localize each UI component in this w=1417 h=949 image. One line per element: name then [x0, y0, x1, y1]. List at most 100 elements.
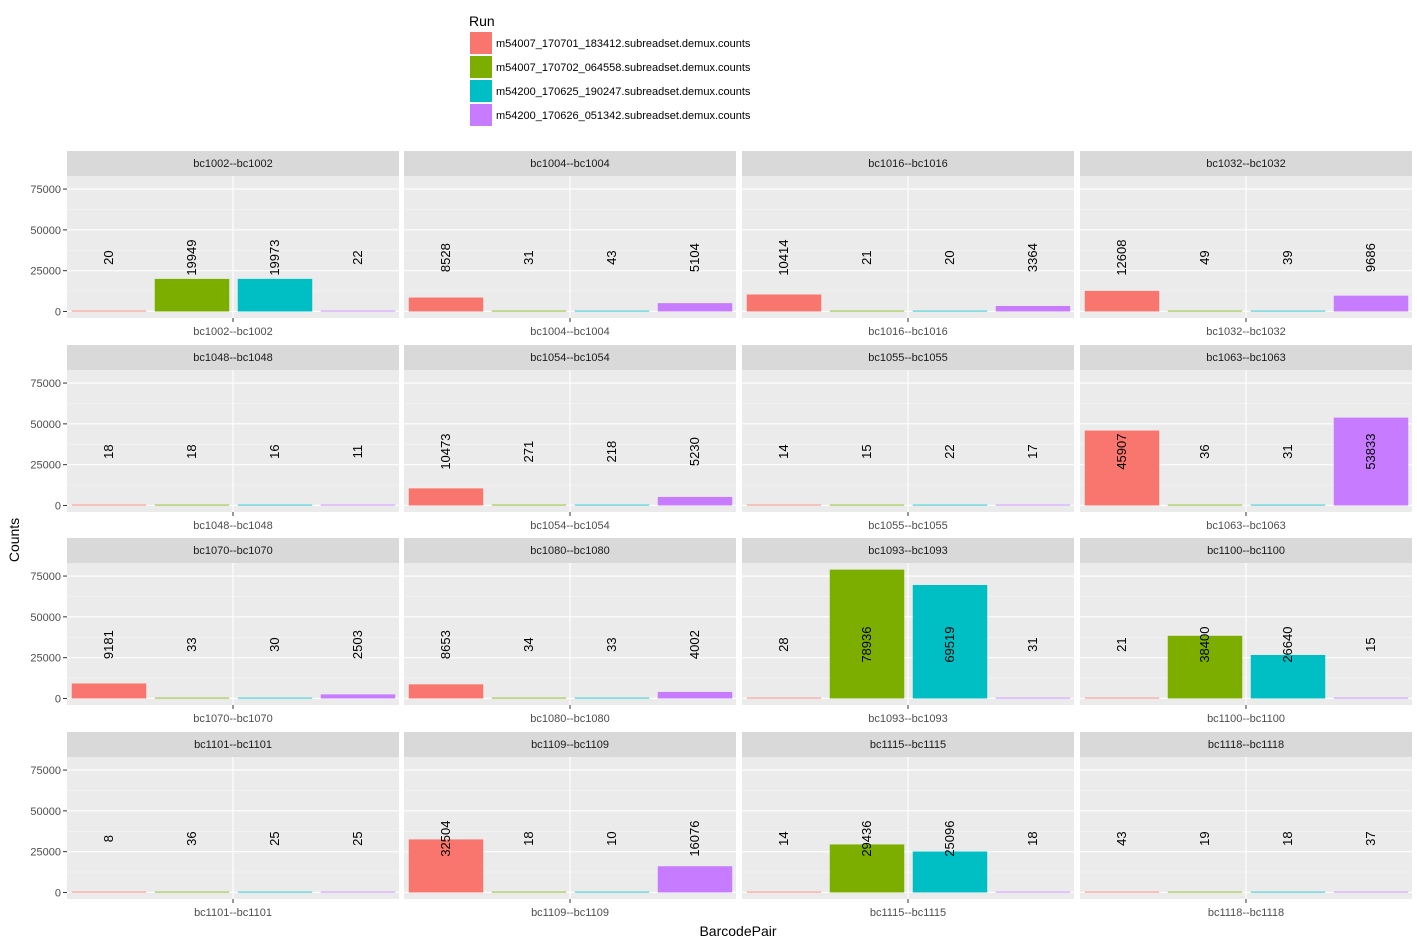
facet-3-bar-4 [995, 305, 1071, 312]
facet-14-value-label-2: 18 [521, 831, 536, 845]
facet-9-bar-1 [71, 683, 147, 699]
facet-7-value-label-4: 17 [1025, 444, 1040, 458]
facet-8-bar-4 [1333, 417, 1409, 506]
facet-13-strip [67, 732, 399, 757]
facet-3-strip-label: bc1016--bc1016 [868, 158, 948, 170]
facet-1-y-tick-label-2: 25000 [30, 266, 61, 278]
facet-1-bar-4 [320, 310, 396, 312]
facet-1-strip [67, 151, 399, 176]
facet-14-value-label-4: 16076 [687, 821, 702, 857]
facet-13-x-tick-label: bc1101--bc1101 [194, 907, 272, 919]
legend-key-2 [470, 56, 492, 78]
facet-13-bar-3 [237, 891, 313, 893]
facet-5-bar-3 [237, 504, 313, 506]
facet-12-value-label-4: 15 [1363, 637, 1378, 651]
legend-label-1: m54007_170701_183412.subreadset.demux.co… [496, 38, 751, 50]
facet-13-strip-label: bc1101--bc1101 [194, 739, 272, 751]
facet-16-value-label-1: 43 [1114, 831, 1129, 845]
facet-12-value-label-2: 38400 [1197, 627, 1212, 663]
facet-2-value-label-2: 31 [521, 250, 536, 264]
facet-1-strip-label: bc1002--bc1002 [193, 158, 273, 170]
facet-16-bar-2 [1167, 891, 1243, 893]
facet-3-strip [742, 151, 1074, 176]
facet-13-y-tick-label-1: 0 [55, 887, 61, 899]
facet-13-y-tick-label-2: 25000 [30, 847, 61, 859]
facet-8-value-label-4: 53833 [1363, 434, 1378, 470]
facet-9-bar-3 [237, 697, 313, 699]
facet-2-bar-2 [491, 310, 567, 312]
facet-1-value-label-4: 22 [350, 250, 365, 264]
facet-4-value-label-4: 9686 [1363, 243, 1378, 272]
facet-9-strip [67, 538, 399, 563]
facet-9-x-tick-label: bc1070--bc1070 [193, 713, 273, 725]
facet-10-value-label-1: 8653 [438, 630, 453, 659]
facet-14-bar-2 [491, 891, 567, 893]
facet-5-x-tick-label: bc1048--bc1048 [193, 520, 273, 532]
facet-3-x-tick-label: bc1016--bc1016 [868, 326, 948, 338]
facet-12-value-label-3: 26640 [1280, 627, 1295, 663]
facet-1-bar-2 [154, 278, 230, 312]
facet-7-value-label-3: 22 [942, 444, 957, 458]
facet-12-x-tick-label: bc1100--bc1100 [1207, 713, 1285, 725]
facet-14-bar-1 [408, 839, 484, 893]
facet-8-bar-2 [1167, 504, 1243, 506]
facet-7-bar-1 [746, 504, 822, 506]
facet-6-value-label-2: 271 [521, 441, 536, 463]
facet-4-value-label-3: 39 [1280, 250, 1295, 264]
facet-6-bar-2 [491, 504, 567, 506]
facet-1-y-tick-label-3: 50000 [30, 225, 61, 237]
facet-11-value-label-1: 28 [776, 637, 791, 651]
facet-2-bar-3 [574, 310, 650, 312]
facet-5-y-tick-label-3: 50000 [30, 419, 61, 431]
facet-1-bar-1 [71, 310, 147, 312]
facet-5-strip [67, 345, 399, 370]
facet-8-strip [1080, 345, 1412, 370]
facet-12-bar-2 [1167, 635, 1243, 699]
facet-10-x-tick-label: bc1080--bc1080 [530, 713, 610, 725]
facet-9-y-tick-label-4: 75000 [30, 571, 61, 583]
facet-2-bar-4 [657, 303, 733, 312]
facet-2-bar-1 [408, 297, 484, 312]
facet-6-x-tick-label: bc1054--bc1054 [530, 520, 610, 532]
facet-10-bar-1 [408, 684, 484, 699]
facet-5-value-label-4: 11 [350, 445, 365, 459]
facet-11-bar-3 [912, 585, 988, 699]
facet-13-y-tick-label-4: 75000 [30, 765, 61, 777]
facet-11-bar-1 [746, 697, 822, 699]
facet-9-value-label-1: 9181 [101, 630, 116, 659]
facet-10-value-label-4: 4002 [687, 630, 702, 659]
facet-15-x-tick-label: bc1115--bc1115 [870, 907, 946, 919]
facet-12-strip-label: bc1100--bc1100 [1207, 545, 1285, 557]
facet-11-value-label-4: 31 [1025, 637, 1040, 651]
facet-14-bar-4 [657, 866, 733, 893]
facet-5-strip-label: bc1048--bc1048 [193, 352, 273, 364]
facet-5-y-tick-label-2: 25000 [30, 460, 61, 472]
facet-11-value-label-2: 78936 [859, 627, 874, 663]
facet-1-value-label-2: 19949 [184, 240, 199, 276]
facet-15-strip [742, 732, 1074, 757]
facet-11-strip-label: bc1093--bc1093 [868, 545, 948, 557]
facet-8-bar-1 [1084, 430, 1160, 506]
facet-3-value-label-1: 10414 [776, 240, 791, 276]
facet-1-value-label-1: 20 [101, 250, 116, 264]
facet-2-x-tick-label: bc1004--bc1004 [530, 326, 610, 338]
facet-4-bar-2 [1167, 310, 1243, 312]
facet-2-strip [404, 151, 736, 176]
facet-11-bar-2 [829, 569, 905, 699]
facet-3-bar-2 [829, 310, 905, 312]
facet-13-y-tick-label-3: 50000 [30, 806, 61, 818]
facet-13-value-label-3: 25 [267, 831, 282, 845]
facet-4-value-label-1: 12608 [1114, 240, 1129, 276]
facet-6-value-label-3: 218 [604, 441, 619, 463]
facet-15-bar-2 [829, 844, 905, 893]
facet-6-value-label-1: 10473 [438, 434, 453, 470]
facet-8-x-tick-label: bc1063--bc1063 [1206, 520, 1286, 532]
facet-6-bar-1 [408, 488, 484, 506]
facet-10-bar-2 [491, 697, 567, 699]
facet-16-x-tick-label: bc1118--bc1118 [1208, 907, 1284, 919]
legend-key-3 [470, 80, 492, 102]
facet-9-y-tick-label-2: 25000 [30, 653, 61, 665]
facet-15-bar-1 [746, 891, 822, 893]
facet-8-strip-label: bc1063--bc1063 [1206, 352, 1286, 364]
facet-7-bar-3 [912, 504, 988, 506]
